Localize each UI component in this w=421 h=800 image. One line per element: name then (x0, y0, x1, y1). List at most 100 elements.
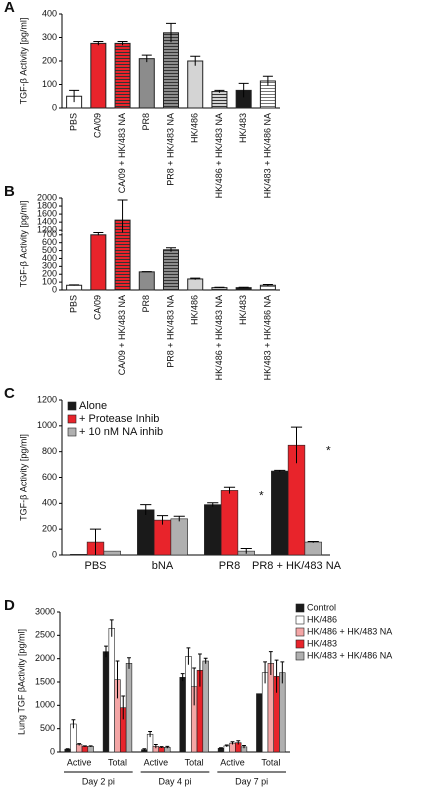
bar (162, 249, 180, 291)
y-tick-label: 1800 (37, 200, 57, 210)
legend-swatch (295, 627, 305, 637)
bar (90, 42, 107, 109)
x-tick-label: HK/486 + HK/483 NA (214, 295, 224, 380)
bar (304, 541, 322, 556)
y-tick-label: 100 (42, 276, 57, 286)
y-tick-label: 400 (42, 8, 57, 18)
x-tick-label: PR8 (219, 560, 240, 572)
group-label: Day 2 pi (82, 776, 115, 786)
error-bar (219, 747, 223, 749)
error-bar (190, 55, 201, 66)
error-bar (65, 748, 70, 750)
error-bar (180, 673, 185, 682)
bar (103, 550, 121, 556)
bar (256, 693, 263, 753)
error-bar (121, 695, 126, 720)
x-tick-label: Total (185, 757, 204, 767)
panel-letter: C (4, 385, 15, 402)
error-bar (290, 426, 303, 464)
bar (271, 470, 289, 556)
y-axis-label: TGF-β Activity [pg/ml] (18, 434, 28, 521)
x-tick-label: PR8 + HK/483 NA (165, 295, 175, 368)
error-bar (115, 660, 120, 699)
error-bar (69, 89, 80, 103)
legend-label: HK/486 (307, 614, 337, 624)
x-tick-label: PBS (68, 295, 78, 313)
x-tick-label: Active (220, 757, 245, 767)
error-bar (71, 719, 76, 729)
bar (114, 42, 131, 109)
error-bar (93, 40, 104, 46)
y-tick-label: 200 (42, 524, 57, 534)
x-tick-label: CA/09 + HK/483 NA (117, 113, 127, 193)
bar (138, 271, 155, 291)
error-bar (214, 89, 225, 93)
y-tick-label: 0 (52, 284, 57, 294)
error-bar (186, 647, 191, 665)
y-tick-label: 300 (42, 261, 57, 271)
legend-label: HK/483 + HK/486 NA (307, 650, 392, 660)
error-bar (83, 745, 87, 747)
y-tick-label: 0 (50, 746, 55, 756)
error-bar (262, 75, 273, 86)
bar (125, 663, 133, 753)
error-bar (140, 504, 152, 515)
error-bar (159, 746, 164, 749)
x-tick-label: PR8 (141, 295, 151, 313)
x-tick-label: HK/483 (238, 113, 248, 143)
error-bar (274, 659, 279, 693)
bar (70, 554, 88, 556)
y-tick-label: 600 (42, 472, 57, 482)
error-bar (238, 82, 249, 98)
error-bar (173, 515, 185, 522)
y-tick-label: 0 (52, 102, 57, 112)
error-bar (88, 745, 93, 747)
legend-swatch (295, 651, 305, 661)
legend-swatch (67, 401, 77, 411)
bar (220, 490, 239, 556)
bar (75, 744, 83, 753)
error-bar (198, 653, 202, 687)
error-bar (236, 740, 241, 745)
panel-letter: D (4, 597, 15, 614)
error-bar (117, 40, 128, 46)
panel-letter: A (4, 0, 15, 16)
y-tick-label: 1000 (35, 700, 55, 710)
y-axis-label: TGF-β Activity [pg/ml] (18, 201, 28, 288)
legend-swatch (295, 639, 305, 649)
error-bar (127, 657, 131, 669)
y-tick-label: 1200 (37, 225, 57, 235)
error-bar (307, 540, 319, 543)
x-tick-label: Total (108, 757, 127, 767)
x-tick-label: HK/483 (238, 295, 248, 325)
error-bar (165, 247, 177, 252)
x-tick-label: HK/486 (190, 295, 200, 325)
y-tick-label: 0 (52, 549, 57, 559)
legend-label: HK/486 + HK/483 NA (307, 626, 392, 636)
group-label: Day 7 pi (235, 776, 268, 786)
annotation: * (259, 489, 264, 503)
legend-label: Alone (79, 400, 107, 412)
error-bar (104, 645, 108, 658)
x-tick-label: PR8 + HK/483 NA (252, 560, 342, 572)
y-tick-label: 200 (42, 269, 57, 279)
x-tick-label: HK/486 (190, 113, 200, 143)
error-bar (165, 22, 177, 43)
x-tick-label: HK/483 + HK/486 NA (262, 295, 272, 380)
y-tick-label: 300 (42, 32, 57, 42)
legend-swatch (295, 615, 305, 625)
y-tick-label: 100 (42, 79, 57, 89)
x-tick-label: bNA (152, 560, 174, 572)
error-bar (190, 277, 201, 280)
x-tick-label: PBS (84, 560, 106, 572)
x-tick-label: Active (144, 757, 169, 767)
legend-label: + Protease Inhib (79, 413, 159, 425)
error-bar (148, 730, 152, 738)
y-tick-label: 500 (40, 723, 55, 733)
bar (108, 628, 115, 753)
x-tick-label: CA/09 (93, 113, 103, 138)
panel-letter: B (4, 183, 15, 200)
x-tick-label: CA/09 (93, 295, 103, 320)
bar (81, 746, 89, 753)
bar (90, 234, 107, 291)
